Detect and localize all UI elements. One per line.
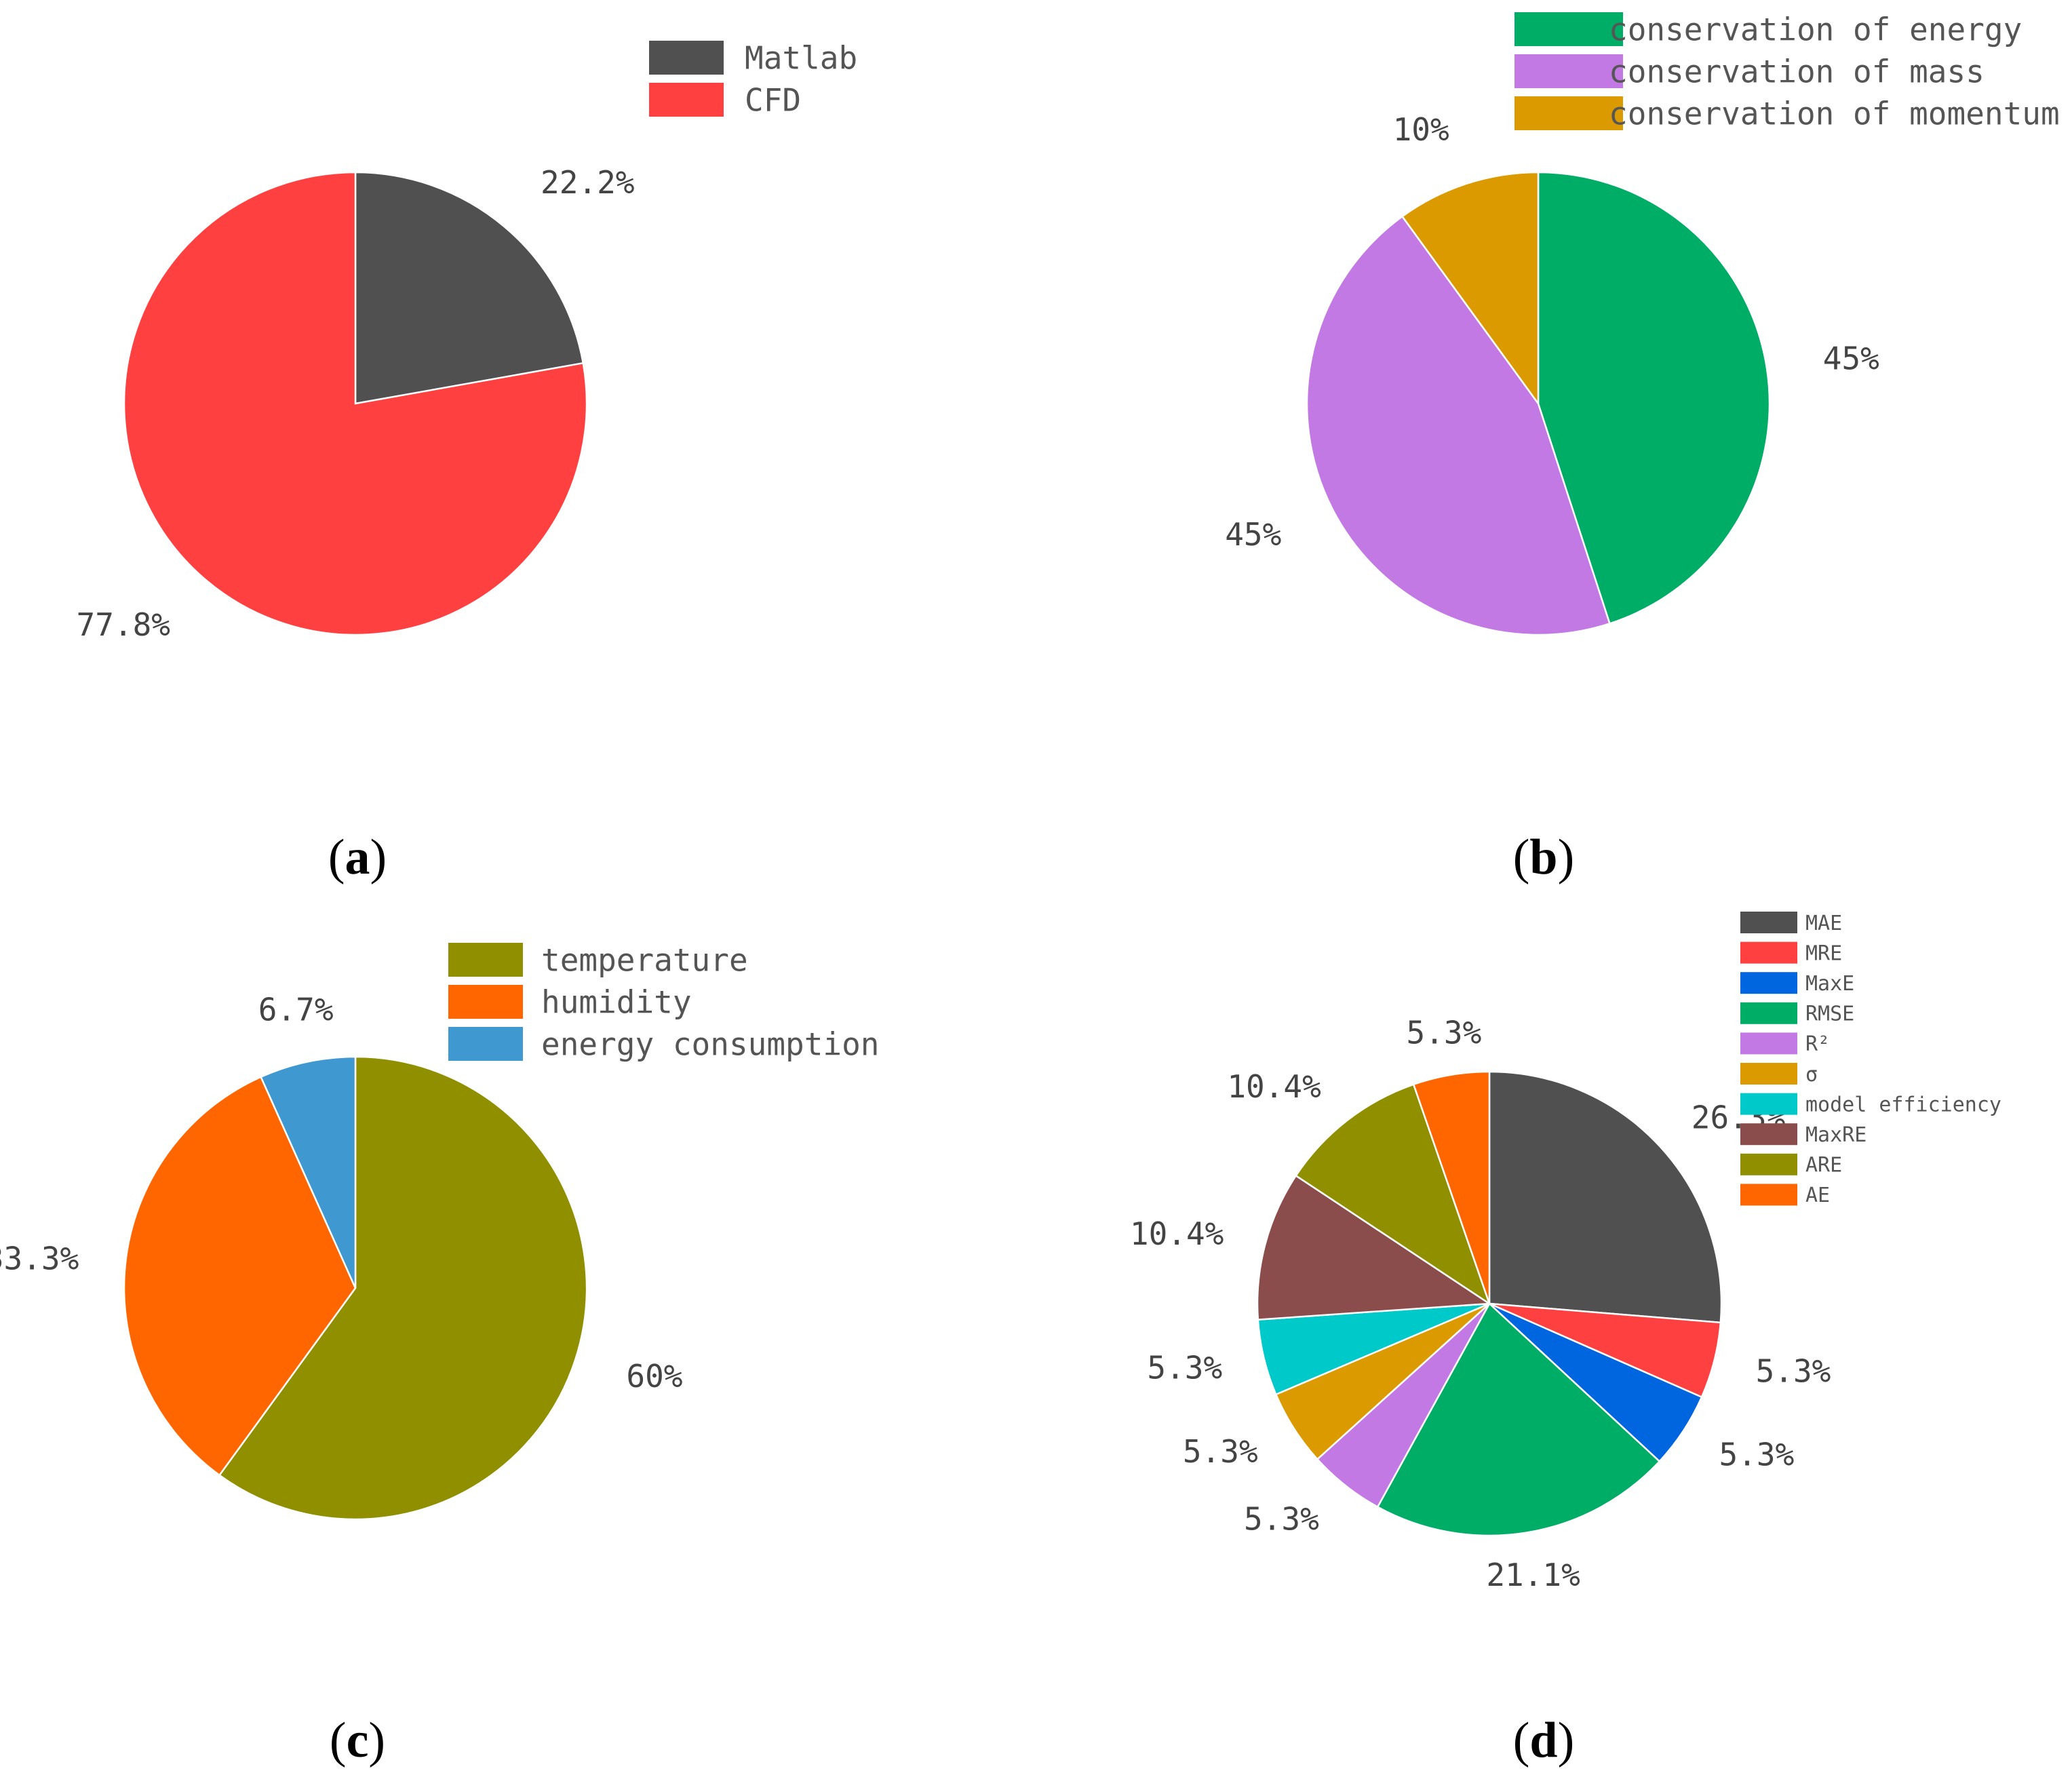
pie-slice-b-1 bbox=[1537, 171, 1771, 625]
legend-label-a-1: Matlab bbox=[745, 40, 857, 77]
pie-slice-d-4 bbox=[1376, 1302, 1661, 1537]
pie-label-d-2: 5.3% bbox=[1756, 1353, 1831, 1390]
pie-chart-a: 22.2% 77.8% Matlab CFD bbox=[77, 40, 858, 643]
legend-swatch-b-3 bbox=[1514, 96, 1623, 130]
legend-label-d-2: MRE bbox=[1805, 941, 1842, 965]
legend-swatch-b-1 bbox=[1514, 12, 1623, 46]
panel-label-b: (b) bbox=[1513, 830, 1574, 885]
legend-swatch-d-6 bbox=[1740, 1063, 1797, 1085]
legend-swatch-d-7 bbox=[1740, 1093, 1797, 1115]
legend-label-b-3: conservation of momentum bbox=[1609, 96, 2060, 132]
pie-label-d-9: 10.4% bbox=[1227, 1068, 1321, 1105]
pie-label-d-5: 5.3% bbox=[1244, 1501, 1319, 1538]
pie-slice-b-2 bbox=[1306, 215, 1611, 636]
pie-label-d-6: 5.3% bbox=[1183, 1433, 1258, 1470]
legend-label-c-2: humidity bbox=[541, 984, 692, 1021]
pie-slice-a-1 bbox=[354, 171, 585, 405]
legend-swatch-b-2 bbox=[1514, 54, 1623, 88]
pie-label-a-2: 77.8% bbox=[77, 606, 170, 643]
legend-swatch-d-10 bbox=[1740, 1184, 1797, 1206]
legend-label-d-3: MaxE bbox=[1805, 972, 1854, 996]
legend-label-a-2: CFD bbox=[745, 82, 801, 119]
pie-label-c-2: 33.3% bbox=[0, 1241, 79, 1277]
legend-label-d-5: R² bbox=[1805, 1032, 1830, 1056]
legend-swatch-d-5 bbox=[1740, 1032, 1797, 1055]
panel-label-d: (d) bbox=[1513, 1713, 1574, 1768]
legend-label-b-1: conservation of energy bbox=[1609, 12, 2022, 48]
legend-swatch-d-3 bbox=[1740, 972, 1797, 994]
legend-swatch-d-9 bbox=[1740, 1153, 1797, 1175]
legend-swatch-c-1 bbox=[448, 943, 523, 977]
legend-label-d-1: MAE bbox=[1805, 912, 1842, 935]
legend-b: conservation of energy conservation of ma… bbox=[1514, 12, 2060, 132]
pie-label-d-4: 21.1% bbox=[1486, 1557, 1580, 1593]
pie-label-b-3: 10% bbox=[1393, 111, 1449, 148]
legend-label-c-1: temperature bbox=[541, 942, 748, 979]
panel-label-c: (c) bbox=[330, 1713, 385, 1768]
pie-label-b-1: 45% bbox=[1823, 340, 1879, 377]
legend-c: temperature humidity energy consumption bbox=[448, 942, 880, 1063]
legend-label-d-9: ARE bbox=[1805, 1154, 1842, 1177]
pie-label-d-3: 5.3% bbox=[1719, 1436, 1795, 1473]
pie-label-d-7: 5.3% bbox=[1147, 1350, 1222, 1386]
pie-slice-d-1 bbox=[1488, 1070, 1723, 1324]
legend-swatch-d-2 bbox=[1740, 941, 1797, 964]
legend-swatch-d-1 bbox=[1740, 912, 1797, 933]
pie-slice-d-9 bbox=[1295, 1083, 1491, 1306]
legend-swatch-d-8 bbox=[1740, 1123, 1797, 1146]
panel-label-a: (a) bbox=[328, 830, 387, 885]
pie-label-a-1: 22.2% bbox=[541, 164, 634, 201]
pie-slice-c-3 bbox=[259, 1055, 357, 1289]
legend-label-c-3: energy consumption bbox=[541, 1026, 880, 1063]
legend-swatch-c-2 bbox=[448, 985, 523, 1019]
legend-swatch-a-1 bbox=[649, 41, 724, 75]
pie-label-c-1: 60% bbox=[626, 1358, 682, 1395]
legend-label-d-6: σ bbox=[1805, 1063, 1818, 1087]
legend-label-d-10: AE bbox=[1805, 1184, 1830, 1207]
legend-swatch-d-4 bbox=[1740, 1002, 1797, 1024]
pie-slice-c-2 bbox=[123, 1076, 357, 1477]
pie-label-b-2: 45% bbox=[1225, 516, 1281, 553]
pie-chart-b: 45%45%10%conservation of energyconservat… bbox=[1225, 12, 2060, 636]
pie-label-d-8: 10.4% bbox=[1130, 1215, 1224, 1252]
pie-label-d-10: 5.3% bbox=[1407, 1015, 1482, 1051]
pie-slice-c-1 bbox=[218, 1055, 588, 1521]
legend-swatch-c-3 bbox=[448, 1027, 523, 1061]
pie-slice-d-8 bbox=[1256, 1174, 1492, 1321]
pie-chart-d: 26.3%5.3%5.3%21.1%5.3%5.3%5.3%10.4%10.4%… bbox=[1130, 912, 2001, 1593]
legend-label-b-2: conservation of mass bbox=[1609, 54, 1985, 90]
pie-label-c-3: 6.7% bbox=[258, 991, 334, 1028]
pie-slice-d-10 bbox=[1412, 1070, 1491, 1304]
pie-slice-a-2 bbox=[123, 171, 588, 636]
pie-slice-b-3 bbox=[1401, 171, 1540, 406]
legend-label-d-4: RMSE bbox=[1805, 1002, 1854, 1026]
legend-label-d-7: model efficiency bbox=[1805, 1093, 2001, 1116]
legend-label-d-8: MaxRE bbox=[1805, 1123, 1866, 1147]
legend-a: Matlab CFD bbox=[649, 40, 857, 119]
legend-d: MAE MRE MaxE RMSE R² σ model efficiency MaxRE AR… bbox=[1740, 912, 2001, 1207]
pie-chart-c: 60% 33.3% 6.7% temperature humidity energy co… bbox=[0, 942, 880, 1521]
legend-swatch-a-2 bbox=[649, 83, 724, 117]
